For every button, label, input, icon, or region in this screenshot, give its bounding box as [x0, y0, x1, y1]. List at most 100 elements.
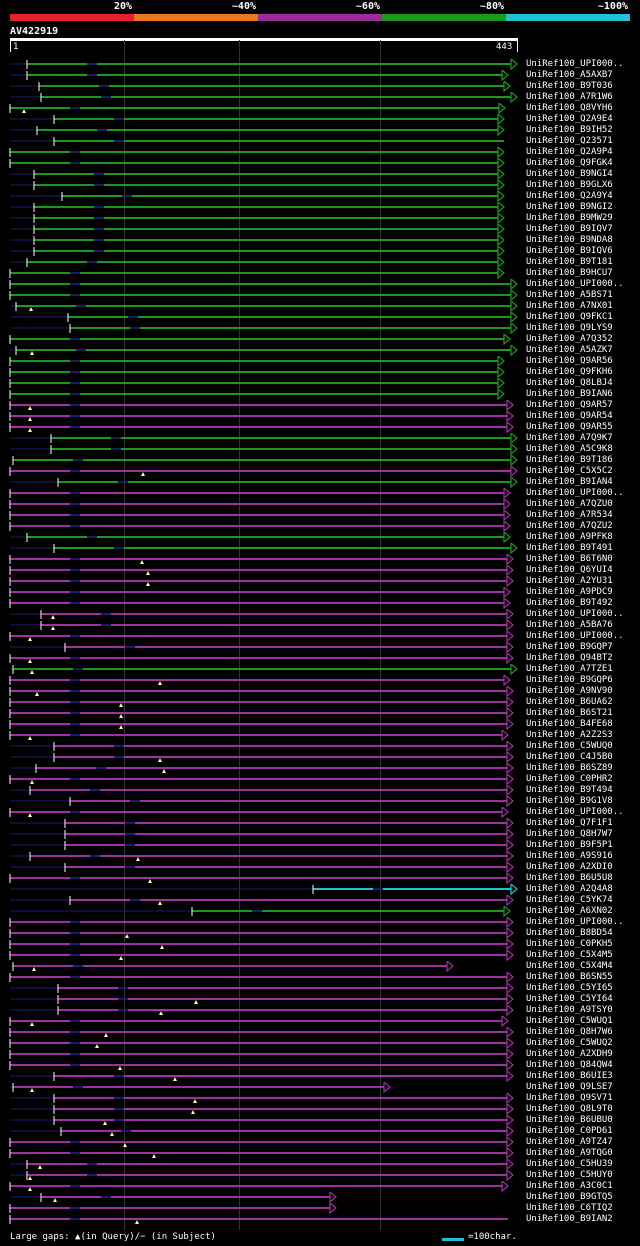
- hit-label[interactable]: UniRef100_A7Q352: [526, 334, 613, 344]
- hit-label[interactable]: UniRef100_A9PDC9: [526, 587, 613, 597]
- hit-label[interactable]: UniRef100_C0PD61: [526, 1126, 613, 1136]
- hit-label[interactable]: UniRef100_Q9LSE7: [526, 1082, 613, 1092]
- hit-label[interactable]: UniRef100_B9G1V8: [526, 796, 613, 806]
- hit-label[interactable]: UniRef100_B6UBU0: [526, 1115, 613, 1125]
- hit-label[interactable]: UniRef100_B6ST21: [526, 708, 613, 718]
- hit-label[interactable]: UniRef100_B9IH52: [526, 125, 613, 135]
- hit-label[interactable]: UniRef100_B9T491: [526, 543, 613, 553]
- hit-label[interactable]: UniRef100_B6T6N0: [526, 554, 613, 564]
- hit-label[interactable]: UniRef100_Q8VYH6: [526, 103, 613, 113]
- hit-label[interactable]: UniRef100_A9PFK8: [526, 532, 613, 542]
- hit-label[interactable]: UniRef100_C5X5C2: [526, 466, 613, 476]
- hit-label[interactable]: UniRef100_B6SZ89: [526, 763, 613, 773]
- hit-label[interactable]: UniRef100_B9GQP7: [526, 642, 613, 652]
- hit-label[interactable]: UniRef100_B4FE68: [526, 719, 613, 729]
- hit-label[interactable]: UniRef100_C0PKH5: [526, 939, 613, 949]
- hit-label[interactable]: UniRef100_B9GTQ5: [526, 1192, 613, 1202]
- hit-label[interactable]: UniRef100_C6TIQ2: [526, 1203, 613, 1213]
- hit-label[interactable]: UniRef100_B9T181: [526, 257, 613, 267]
- hit-label[interactable]: UniRef100_B6U5U8: [526, 873, 613, 883]
- hit-label[interactable]: UniRef100_UPI000..: [526, 917, 624, 927]
- hit-label[interactable]: UniRef100_Q2A9E4: [526, 114, 613, 124]
- hit-label[interactable]: UniRef100_UPI000..: [526, 59, 624, 69]
- hit-label[interactable]: UniRef100_B6UIE3: [526, 1071, 613, 1081]
- hit-label[interactable]: UniRef100_A5C9K8: [526, 444, 613, 454]
- hit-label[interactable]: UniRef100_Q23571: [526, 136, 613, 146]
- hit-label[interactable]: UniRef100_A9TQG0: [526, 1148, 613, 1158]
- hit-label[interactable]: UniRef100_A7R1W6: [526, 92, 613, 102]
- hit-label[interactable]: UniRef100_C5WUQ0: [526, 741, 613, 751]
- hit-label[interactable]: UniRef100_Q9AR57: [526, 400, 613, 410]
- hit-label[interactable]: UniRef100_C0PHR2: [526, 774, 613, 784]
- hit-label[interactable]: UniRef100_C4J5B0: [526, 752, 613, 762]
- hit-label[interactable]: UniRef100_C5YI65: [526, 983, 613, 993]
- hit-label[interactable]: UniRef100_B6SN55: [526, 972, 613, 982]
- hit-label[interactable]: UniRef100_C5HUY0: [526, 1170, 613, 1180]
- hit-label[interactable]: UniRef100_C5WUQ2: [526, 1038, 613, 1048]
- hit-label[interactable]: UniRef100_C5YK74: [526, 895, 613, 905]
- hit-label[interactable]: UniRef100_Q7F1F1: [526, 818, 613, 828]
- hit-label[interactable]: UniRef100_B9HCU7: [526, 268, 613, 278]
- hit-label[interactable]: UniRef100_B9IQV6: [526, 246, 613, 256]
- hit-label[interactable]: UniRef100_A6XN02: [526, 906, 613, 916]
- hit-label[interactable]: UniRef100_A5AXB7: [526, 70, 613, 80]
- hit-label[interactable]: UniRef100_B9T492: [526, 598, 613, 608]
- hit-label[interactable]: UniRef100_Q9AR55: [526, 422, 613, 432]
- hit-label[interactable]: UniRef100_B9T036: [526, 81, 613, 91]
- hit-label[interactable]: UniRef100_B9T494: [526, 785, 613, 795]
- hit-label[interactable]: UniRef100_B9F5P1: [526, 840, 613, 850]
- hit-label[interactable]: UniRef100_A3C0C1: [526, 1181, 613, 1191]
- hit-label[interactable]: UniRef100_A7TZE1: [526, 664, 613, 674]
- hit-label[interactable]: UniRef100_Q84QW4: [526, 1060, 613, 1070]
- hit-label[interactable]: UniRef100_Q9SV71: [526, 1093, 613, 1103]
- hit-label[interactable]: UniRef100_Q6YUI4: [526, 565, 613, 575]
- hit-label[interactable]: UniRef100_Q9FKH6: [526, 367, 613, 377]
- hit-label[interactable]: UniRef100_C5WUQ1: [526, 1016, 613, 1026]
- hit-label[interactable]: UniRef100_B8BD54: [526, 928, 613, 938]
- hit-label[interactable]: UniRef100_B9NGI2: [526, 202, 613, 212]
- hit-label[interactable]: UniRef100_B9GQP6: [526, 675, 613, 685]
- hit-label[interactable]: UniRef100_A2XDH9: [526, 1049, 613, 1059]
- hit-label[interactable]: UniRef100_B9IQV7: [526, 224, 613, 234]
- hit-label[interactable]: UniRef100_Q9AR56: [526, 356, 613, 366]
- hit-label[interactable]: UniRef100_A7QZU0: [526, 499, 613, 509]
- hit-label[interactable]: UniRef100_A2XDI0: [526, 862, 613, 872]
- hit-label[interactable]: UniRef100_Q9FKC1: [526, 312, 613, 322]
- hit-label[interactable]: UniRef100_UPI000..: [526, 609, 624, 619]
- hit-label[interactable]: UniRef100_UPI000..: [526, 279, 624, 289]
- hit-label[interactable]: UniRef100_Q94BT2: [526, 653, 613, 663]
- hit-label[interactable]: UniRef100_A5BS71: [526, 290, 613, 300]
- hit-label[interactable]: UniRef100_B6UA62: [526, 697, 613, 707]
- hit-label[interactable]: UniRef100_A7NX01: [526, 301, 613, 311]
- hit-label[interactable]: UniRef100_UPI000..: [526, 807, 624, 817]
- hit-label[interactable]: UniRef100_UPI000..: [526, 488, 624, 498]
- hit-label[interactable]: UniRef100_Q9AR54: [526, 411, 613, 421]
- hit-label[interactable]: UniRef100_C5YI64: [526, 994, 613, 1004]
- hit-label[interactable]: UniRef100_B9IAN4: [526, 477, 613, 487]
- hit-label[interactable]: UniRef100_A9S916: [526, 851, 613, 861]
- hit-label[interactable]: UniRef100_Q8L9T0: [526, 1104, 613, 1114]
- hit-label[interactable]: UniRef100_B9NGI4: [526, 169, 613, 179]
- hit-label[interactable]: UniRef100_B9IAN2: [526, 1214, 613, 1224]
- hit-label[interactable]: UniRef100_A2Q4A8: [526, 884, 613, 894]
- hit-label[interactable]: UniRef100_A9NV90: [526, 686, 613, 696]
- hit-label[interactable]: UniRef100_A2YU31: [526, 576, 613, 586]
- hit-label[interactable]: UniRef100_Q9LYS9: [526, 323, 613, 333]
- hit-label[interactable]: UniRef100_Q8LBJ4: [526, 378, 613, 388]
- hit-label[interactable]: UniRef100_Q8H7W6: [526, 1027, 613, 1037]
- hit-label[interactable]: UniRef100_B9T186: [526, 455, 613, 465]
- hit-label[interactable]: UniRef100_Q8H7W7: [526, 829, 613, 839]
- hit-label[interactable]: UniRef100_A2Z2S3: [526, 730, 613, 740]
- hit-label[interactable]: UniRef100_Q9FGK4: [526, 158, 613, 168]
- hit-label[interactable]: UniRef100_A9TZ47: [526, 1137, 613, 1147]
- hit-label[interactable]: UniRef100_C5HU39: [526, 1159, 613, 1169]
- hit-label[interactable]: UniRef100_B9MW29: [526, 213, 613, 223]
- hit-label[interactable]: UniRef100_Q2A9Y4: [526, 191, 613, 201]
- hit-label[interactable]: UniRef100_Q2A9P4: [526, 147, 613, 157]
- hit-label[interactable]: UniRef100_A9TSY0: [526, 1005, 613, 1015]
- hit-label[interactable]: UniRef100_A5AZK7: [526, 345, 613, 355]
- hit-label[interactable]: UniRef100_B9IAN6: [526, 389, 613, 399]
- hit-label[interactable]: UniRef100_B9NDA8: [526, 235, 613, 245]
- hit-label[interactable]: UniRef100_A5BA76: [526, 620, 613, 630]
- hit-label[interactable]: UniRef100_A7QZU2: [526, 521, 613, 531]
